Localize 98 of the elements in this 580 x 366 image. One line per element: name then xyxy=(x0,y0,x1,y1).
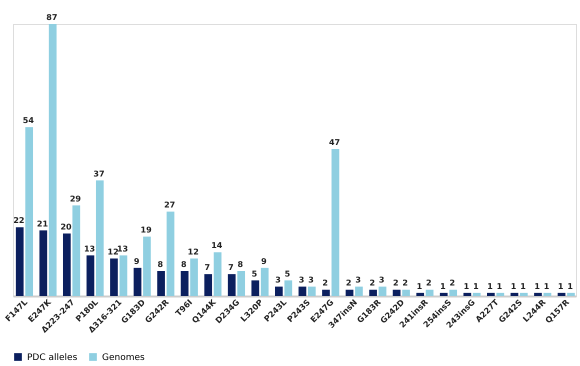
bar xyxy=(332,149,340,296)
data-label: 1 xyxy=(510,282,517,291)
data-label: 2 xyxy=(426,278,432,288)
bar xyxy=(496,292,504,296)
data-label: 1 xyxy=(520,282,526,291)
bar xyxy=(402,290,410,296)
bar xyxy=(204,274,212,296)
data-label: 12 xyxy=(188,247,199,256)
bar xyxy=(39,230,48,296)
data-label: 13 xyxy=(84,244,96,254)
data-label: 9 xyxy=(134,256,140,266)
bar xyxy=(134,268,142,296)
data-label: 27 xyxy=(164,200,176,210)
data-label: 1 xyxy=(416,282,423,291)
bar xyxy=(72,205,80,296)
bar xyxy=(120,255,128,296)
data-label: 22 xyxy=(13,216,24,226)
bar xyxy=(558,292,566,296)
bar xyxy=(346,290,354,296)
data-label: 14 xyxy=(211,241,223,250)
data-label: 1 xyxy=(544,282,550,291)
bar xyxy=(284,280,292,296)
bar xyxy=(16,227,24,296)
data-label: 29 xyxy=(70,194,82,204)
bar xyxy=(237,270,246,296)
data-label: 1 xyxy=(464,282,470,291)
data-label: 1 xyxy=(534,282,540,291)
bar xyxy=(228,274,236,296)
data-label: 2 xyxy=(369,278,376,288)
data-label: 13 xyxy=(116,244,128,254)
bar xyxy=(487,292,495,296)
data-label: 1 xyxy=(473,282,480,291)
data-label: 8 xyxy=(157,260,164,269)
data-label: 20 xyxy=(60,222,72,232)
bar xyxy=(369,290,377,296)
data-label: 7 xyxy=(204,263,210,272)
bar xyxy=(251,280,260,296)
bar xyxy=(567,292,575,296)
data-label: 2 xyxy=(450,278,456,288)
data-label: 47 xyxy=(328,138,340,148)
data-label: 1 xyxy=(440,282,446,291)
bar xyxy=(110,258,118,296)
data-label: 8 xyxy=(238,260,244,269)
data-label: 3 xyxy=(275,276,281,285)
bar xyxy=(440,292,448,296)
bar xyxy=(520,292,528,296)
bar xyxy=(214,252,222,296)
data-label: 2 xyxy=(346,278,352,288)
data-label: 87 xyxy=(46,13,58,22)
bar xyxy=(392,290,401,296)
data-label: 19 xyxy=(140,226,152,235)
bar xyxy=(86,255,94,296)
data-label: 7 xyxy=(228,263,234,272)
data-label: 9 xyxy=(261,256,268,266)
data-label: 1 xyxy=(487,282,494,291)
data-label: 1 xyxy=(496,282,503,291)
bar xyxy=(308,286,316,296)
bar xyxy=(166,212,174,296)
bar xyxy=(510,292,518,296)
data-label: 3 xyxy=(298,276,304,285)
data-label: 12 xyxy=(108,247,119,256)
data-label: 54 xyxy=(22,116,34,126)
bar xyxy=(48,24,57,296)
bar xyxy=(472,292,481,296)
data-label: 3 xyxy=(378,276,384,285)
data-label: 5 xyxy=(252,269,258,278)
bar xyxy=(322,290,330,296)
bar xyxy=(534,292,542,296)
data-label: 3 xyxy=(308,276,314,285)
data-label: 5 xyxy=(284,269,291,278)
bar xyxy=(463,292,472,296)
bar xyxy=(25,127,34,296)
bar xyxy=(355,286,363,296)
legend-label: PDC alleles xyxy=(27,353,78,363)
data-label: 1 xyxy=(558,282,564,291)
data-label: 3 xyxy=(355,276,361,285)
data-label: 37 xyxy=(93,169,105,178)
bar xyxy=(416,292,424,296)
data-label: 2 xyxy=(402,278,408,288)
bar xyxy=(274,286,283,296)
bar xyxy=(96,180,104,296)
bar xyxy=(260,268,269,296)
bar xyxy=(544,292,552,296)
bar xyxy=(449,290,458,296)
data-label: 21 xyxy=(36,219,48,228)
bar xyxy=(180,270,188,296)
bar xyxy=(426,290,434,296)
bar xyxy=(157,270,165,296)
bar xyxy=(378,286,386,296)
data-label: 1 xyxy=(567,282,574,291)
data-label: 2 xyxy=(322,278,328,288)
bar xyxy=(190,258,198,296)
data-label: 8 xyxy=(180,260,187,269)
bar xyxy=(62,233,71,296)
bar xyxy=(298,286,306,296)
data-label: 2 xyxy=(393,278,399,288)
legend-label: Genomes xyxy=(102,353,146,363)
bar xyxy=(143,236,151,296)
